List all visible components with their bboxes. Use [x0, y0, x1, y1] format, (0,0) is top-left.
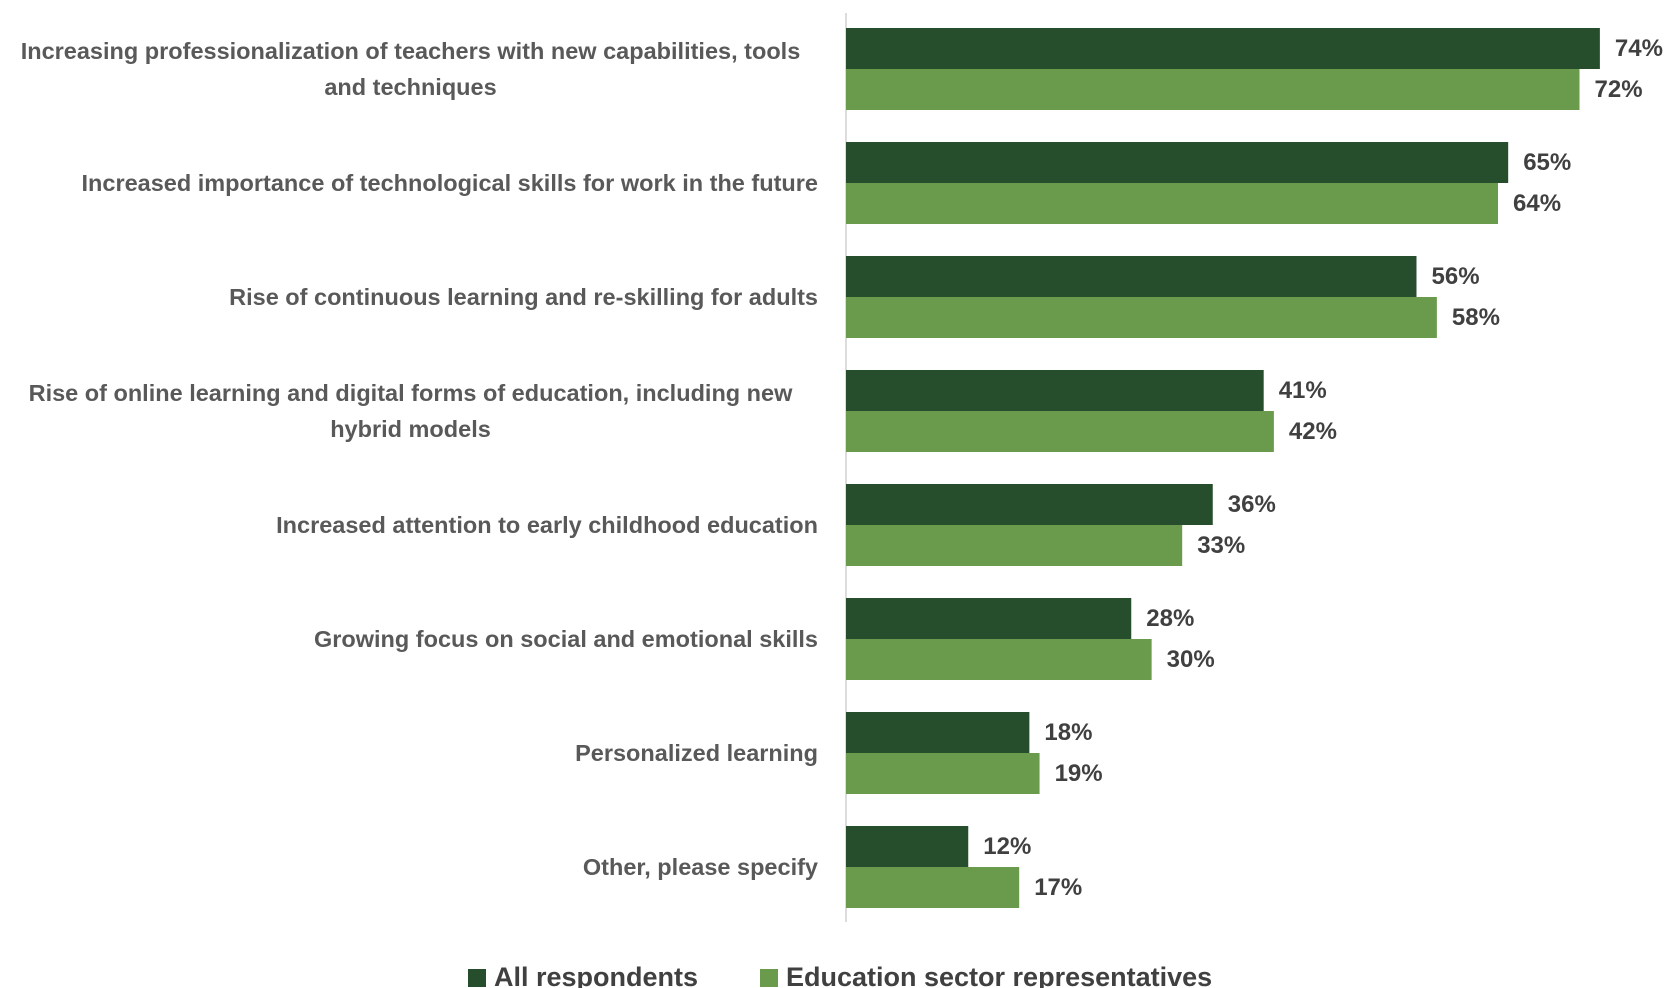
category-text: Other, please specify: [582, 854, 818, 880]
data-label: 17%: [1034, 874, 1082, 901]
bar: [846, 256, 1417, 297]
bar: [846, 598, 1132, 639]
legend-swatch: [468, 969, 486, 987]
legend-label: All respondents: [494, 962, 698, 988]
bar: [846, 69, 1580, 110]
category-label: Increased importance of technological sk…: [0, 165, 819, 201]
data-label: 65%: [1523, 149, 1571, 176]
category-label: Rise of continuous learning and re-skill…: [0, 279, 818, 315]
category-text: Growing focus on social and emotional sk…: [313, 626, 818, 652]
data-label: 19%: [1055, 760, 1103, 787]
bar: [846, 753, 1040, 794]
category-label: Rise of online learning and digital form…: [0, 375, 818, 447]
data-label: 74%: [1615, 35, 1663, 62]
data-label: 33%: [1197, 532, 1245, 559]
category-text: Rise of continuous learning and re-skill…: [229, 284, 818, 310]
data-label: 41%: [1279, 377, 1327, 404]
data-label: 12%: [983, 833, 1031, 860]
category-label: Increased attention to early childhood e…: [0, 507, 818, 543]
category-text: Personalized learning: [575, 740, 818, 766]
bar: [846, 826, 969, 867]
data-label: 64%: [1513, 190, 1561, 217]
data-label: 28%: [1146, 605, 1194, 632]
category-label: Increasing professionalization of teache…: [0, 33, 818, 105]
category-text: Increased importance of technological sk…: [81, 170, 819, 196]
data-label: 30%: [1167, 646, 1215, 673]
category-label: Growing focus on social and emotional sk…: [0, 621, 818, 657]
data-label: 42%: [1289, 418, 1337, 445]
bar: [846, 183, 1498, 224]
bar: [846, 639, 1152, 680]
bar: [846, 142, 1509, 183]
data-label: 56%: [1432, 263, 1480, 290]
data-label: 72%: [1595, 76, 1643, 103]
bar: [846, 28, 1600, 69]
legend-swatch: [760, 969, 778, 987]
legend-label: Education sector representatives: [786, 962, 1212, 988]
bar: [846, 525, 1183, 566]
category-text: Increased attention to early childhood e…: [276, 512, 818, 538]
category-text: Rise of online learning and digital form…: [28, 380, 793, 442]
category-label: Personalized learning: [0, 735, 818, 771]
category-text: Increasing professionalization of teache…: [20, 38, 801, 100]
bar: [846, 370, 1264, 411]
data-label: 18%: [1044, 719, 1092, 746]
bar: [846, 297, 1437, 338]
bar: [846, 484, 1213, 525]
bar: [846, 411, 1274, 452]
data-label: 58%: [1452, 304, 1500, 331]
bar: [846, 712, 1030, 753]
bar: [846, 867, 1020, 908]
data-label: 36%: [1228, 491, 1276, 518]
category-label: Other, please specify: [0, 849, 818, 885]
